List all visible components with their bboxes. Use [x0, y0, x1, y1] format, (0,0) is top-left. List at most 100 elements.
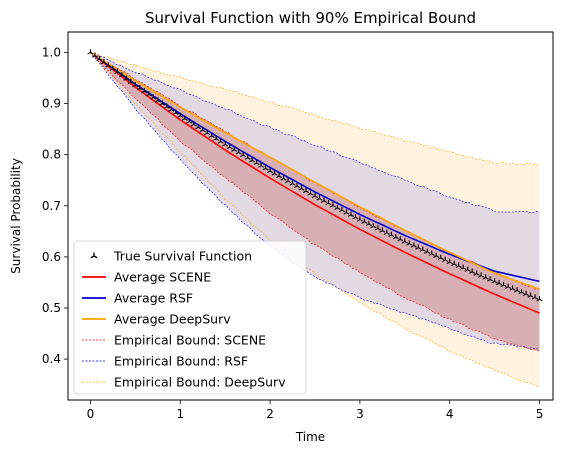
legend-swatch-true-survival: [90, 252, 98, 259]
legend-label-average-deepsurv: Average DeepSurv: [114, 312, 231, 327]
true-survival-point: [91, 52, 99, 58]
true-survival-point: [307, 190, 314, 196]
true-survival-point: [105, 62, 112, 68]
true-survival-point: [302, 187, 310, 194]
plot-frame: [67, 31, 554, 401]
true-survival-point: [527, 292, 534, 298]
average-deepsurv-line: [90, 51, 540, 290]
true-survival-point: [536, 296, 543, 302]
legend-label-true-survival-function: True Survival Function: [113, 249, 252, 264]
y-tick-label: 0.6: [42, 250, 61, 264]
true-survival-point: [271, 170, 278, 176]
true-survival-point: [249, 157, 256, 163]
true-survival-point: [132, 81, 139, 88]
true-survival-point: [163, 103, 170, 109]
true-survival-point: [356, 216, 363, 222]
true-survival-point: [114, 68, 121, 75]
true-survival-point: [473, 270, 480, 276]
x-tick-label: 1: [176, 407, 184, 421]
true-survival-point: [383, 229, 390, 235]
true-survival-point: [522, 290, 530, 297]
true-survival-point: [505, 283, 512, 289]
true-survival-point: [127, 78, 134, 84]
empirical-bound-deepsurv-lower: [90, 52, 540, 389]
true-survival-point: [262, 165, 269, 171]
true-survival-point: [186, 118, 193, 124]
true-survival-point: [267, 167, 274, 174]
true-survival-point: [190, 121, 197, 127]
true-survival-point: [181, 115, 188, 121]
true-survival-point: [428, 250, 435, 256]
empirical-bound-rsf-upper: [90, 52, 540, 214]
x-tick-label: 4: [446, 407, 454, 421]
true-survival-point: [329, 202, 337, 208]
true-survival-point: [235, 149, 242, 155]
true-survival-point: [496, 280, 503, 286]
true-survival-point: [361, 218, 368, 224]
y-tick-label: 0.5: [42, 301, 61, 315]
true-survival-point: [172, 109, 179, 115]
true-survival-point: [455, 262, 462, 268]
empirical-bound-scene-lower: [90, 52, 540, 352]
true-survival-point: [500, 281, 507, 288]
true-survival-point: [437, 254, 444, 260]
true-survival-point: [460, 264, 467, 270]
true-survival-point: [491, 278, 498, 284]
y-tick-label: 0.7: [42, 199, 61, 213]
true-survival-point: [240, 151, 247, 158]
true-survival-point: [392, 233, 399, 240]
x-tick-label: 0: [87, 407, 95, 421]
true-survival-point: [531, 294, 539, 300]
true-survival-point: [433, 252, 440, 258]
true-survival-point: [217, 138, 224, 144]
legend-label-empirical-bound-rsf: Empirical Bound: RSF: [114, 354, 248, 369]
x-tick-label: 2: [266, 407, 274, 421]
true-survival-point: [343, 209, 350, 215]
true-survival-point: [154, 97, 161, 103]
true-survival-point: [293, 182, 301, 189]
true-survival-point: [168, 106, 175, 112]
true-survival-point: [374, 225, 381, 231]
legend-label-empirical-bound-scene: Empirical Bound: SCENE: [114, 333, 266, 348]
y-axis-title: Survival Probability: [9, 158, 23, 274]
true-survival-point: [159, 100, 166, 106]
true-survival-point: [222, 141, 229, 147]
true-survival-point: [482, 274, 489, 280]
true-survival-point: [109, 65, 116, 71]
true-survival-point: [509, 285, 516, 291]
true-survival-point: [365, 220, 372, 227]
true-survival-point: [334, 204, 341, 210]
true-survival-point: [406, 240, 413, 246]
true-survival-point: [141, 88, 148, 94]
y-tick-label: 0.4: [42, 352, 61, 366]
true-survival-point: [258, 162, 265, 168]
true-survival-point: [419, 246, 426, 252]
true-survival-point: [397, 236, 404, 242]
x-tick-label: 5: [536, 407, 544, 421]
true-survival-point: [145, 91, 152, 97]
true-survival-point: [388, 231, 395, 238]
true-survival-point: [446, 258, 453, 265]
true-survival-point: [96, 55, 103, 62]
true-survival-point: [352, 214, 359, 220]
true-survival-point: [199, 126, 206, 133]
true-survival-point: [213, 135, 220, 141]
true-survival-point: [289, 180, 296, 186]
average-scene-line: [90, 51, 540, 314]
true-survival-point: [177, 112, 184, 118]
chart-title: Survival Function with 90% Empirical Bou…: [145, 9, 476, 27]
true-survival-point: [208, 132, 215, 138]
true-survival-point: [280, 175, 287, 181]
true-survival-point: [320, 197, 328, 203]
true-survival-point: [424, 248, 431, 254]
true-survival-point: [415, 244, 422, 250]
true-survival-point: [442, 256, 449, 263]
true-survival-point: [311, 192, 319, 199]
true-survival-point: [100, 59, 107, 65]
true-survival-point: [347, 211, 354, 217]
x-axis-ticks: 0 1 2 3 4 5: [87, 400, 544, 421]
true-survival-point: [379, 227, 386, 233]
true-survival-point: [401, 238, 408, 244]
